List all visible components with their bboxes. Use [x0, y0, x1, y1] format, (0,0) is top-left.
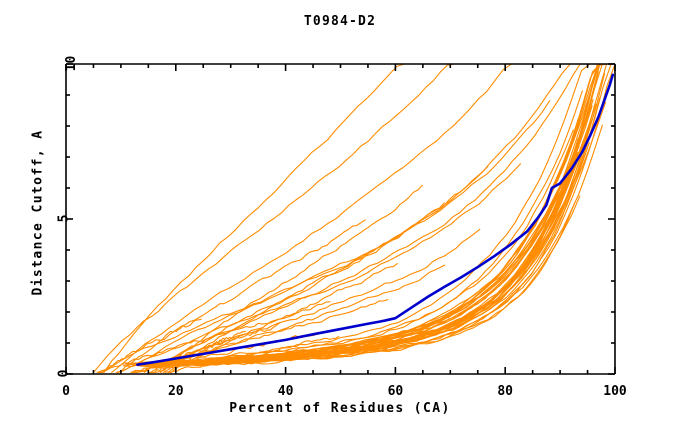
series-line: [130, 145, 580, 366]
x-tick-label: 0: [62, 384, 70, 399]
series-line: [134, 117, 579, 366]
series-line: [126, 63, 608, 366]
x-tick-label: 40: [277, 384, 294, 399]
series-line: [143, 63, 600, 366]
series-line: [136, 73, 615, 367]
series-line: [150, 90, 583, 366]
x-tick-label: 20: [167, 384, 184, 399]
series-line: [164, 335, 340, 374]
y-tick-label: 5: [56, 214, 72, 223]
series-line: [116, 219, 366, 374]
series-line: [134, 63, 602, 366]
series-line: [124, 103, 597, 367]
chart-title: T0984-D2: [303, 14, 377, 29]
x-tick-label: 60: [387, 384, 404, 399]
series-line: [137, 71, 599, 365]
series-line: [111, 63, 513, 374]
series-line: [160, 184, 423, 374]
axis-frame: [65, 63, 616, 375]
x-tick-label: 100: [603, 384, 627, 399]
x-axis-label: Percent of Residues (CA): [229, 401, 451, 416]
series-line: [117, 63, 571, 374]
series-line: [96, 100, 551, 374]
series-line: [134, 63, 603, 365]
series-line: [97, 318, 202, 374]
series-line: [152, 63, 598, 365]
y-tick-label: 10: [64, 55, 80, 72]
series-line: [150, 108, 591, 366]
series-line: [135, 228, 481, 374]
series-line: [92, 63, 456, 374]
series-line: [115, 163, 522, 374]
series-line: [145, 63, 599, 366]
series-layer: [92, 63, 616, 374]
series-line: [143, 63, 581, 374]
series-line: [130, 63, 591, 365]
series-line: [167, 263, 398, 374]
series-line: [138, 63, 600, 366]
series-line: [146, 138, 579, 365]
series-line: [162, 165, 489, 374]
series-line: [144, 118, 587, 367]
y-tick-label: 0: [56, 369, 72, 378]
series-line: [147, 105, 593, 366]
series-line: [103, 63, 406, 374]
series-line: [150, 129, 590, 367]
x-tick-label: 80: [497, 384, 514, 399]
